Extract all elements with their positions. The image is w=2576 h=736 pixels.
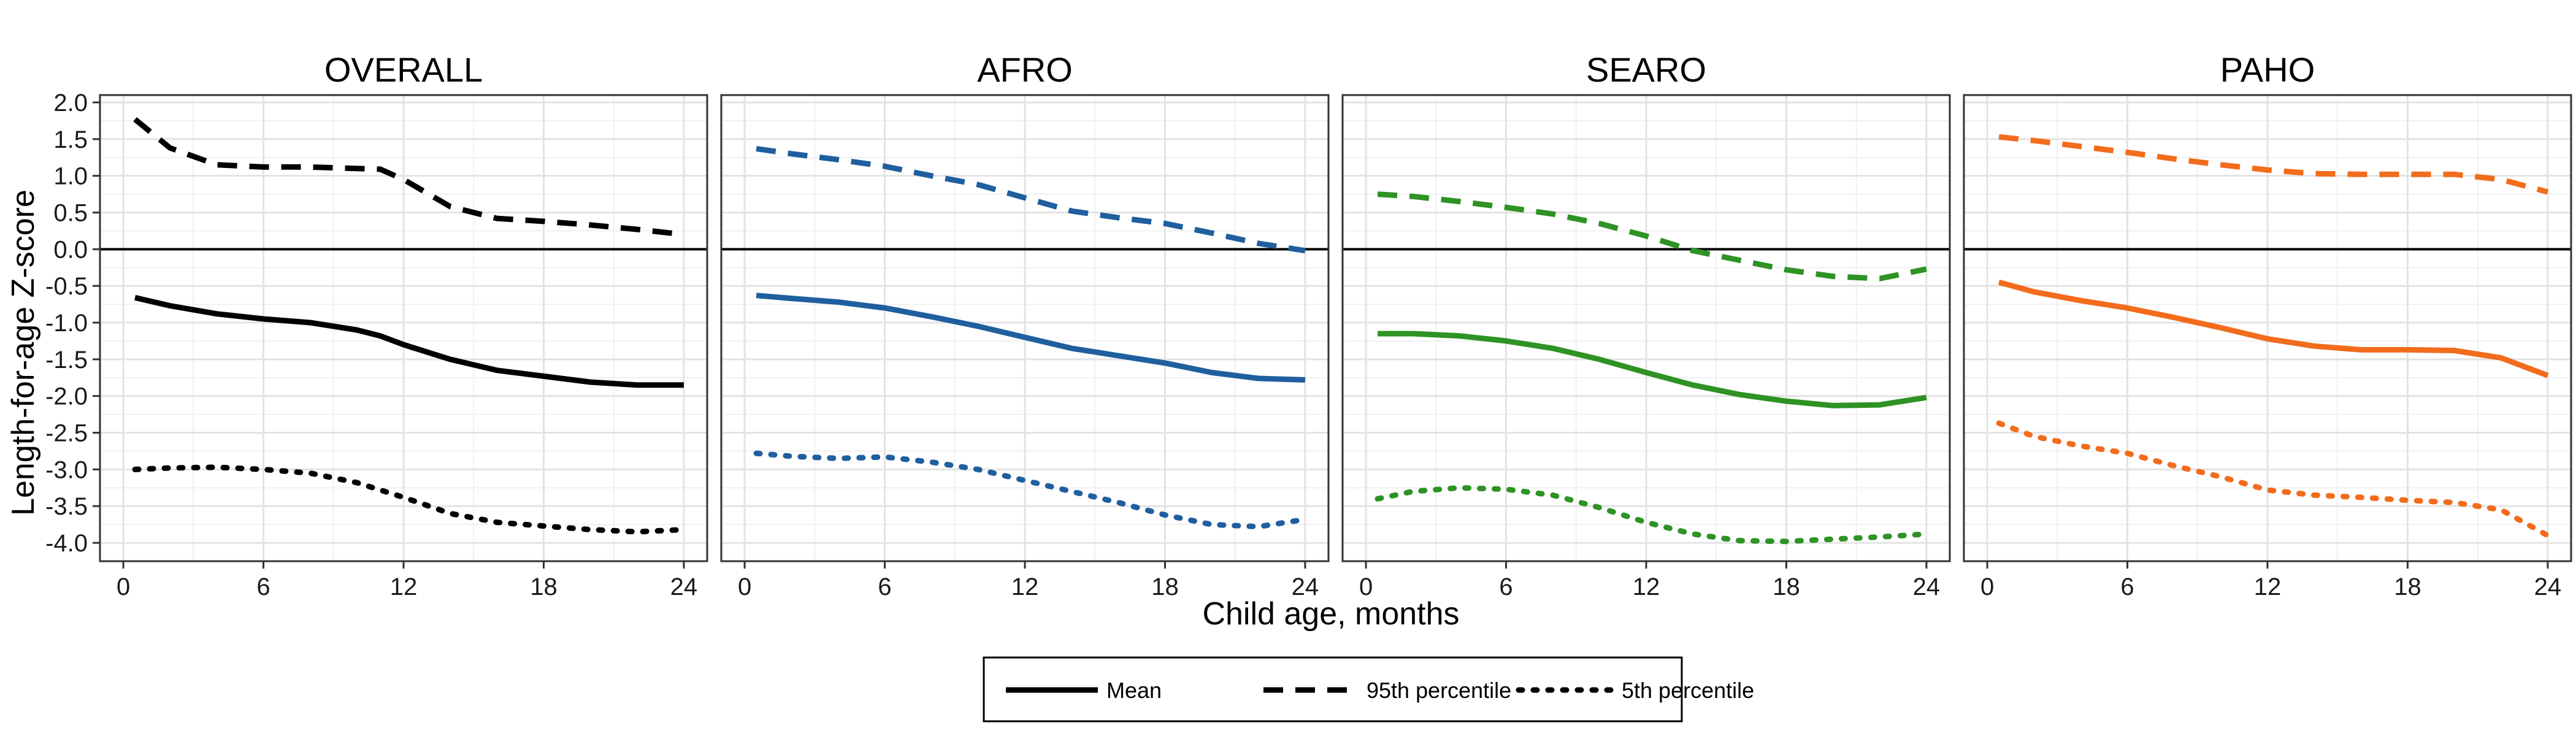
series-line-5th-percentile (1996, 420, 2551, 539)
x-tick-label: 0 (738, 573, 751, 600)
panel-title: PAHO (2220, 50, 2315, 89)
y-tick-label: -2.5 (45, 420, 88, 447)
legend-label: 95th percentile (1367, 678, 1511, 703)
series-line-95th-percentile (1998, 134, 2549, 195)
x-tick-label: 24 (1913, 573, 1941, 600)
series-line-mean (1998, 279, 2549, 378)
y-tick-label: -3.5 (45, 493, 88, 520)
panel-paho: PAHO (1963, 50, 2572, 562)
series-line-5th-percentile (753, 450, 1308, 530)
x-tick-label: 0 (1980, 573, 1994, 600)
y-tick-label: -4.0 (45, 530, 88, 557)
y-tick-label: 2.0 (53, 90, 88, 117)
x-tick-label: 0 (1359, 573, 1373, 600)
y-tick-label: 1.5 (53, 126, 88, 153)
series-line-95th-percentile (133, 117, 684, 237)
x-tick-label: 6 (1499, 573, 1512, 600)
y-tick-label: 1.0 (53, 163, 88, 190)
chart-panels: OVERALL AFRO SEARO PAHO (99, 50, 2572, 562)
y-axis-title: Length-for-age Z-score (6, 190, 41, 516)
panel-afro: AFRO (720, 50, 1330, 562)
y-tick-label: -3.0 (45, 456, 88, 483)
x-tick-label: 18 (2394, 573, 2421, 600)
x-tick-label: 18 (1773, 573, 1800, 600)
x-axes: 0 6 12 18 24 0 6 12 18 24 0 6 12 18 24 0 6 12 18 24 (117, 561, 2561, 600)
panel-title: SEARO (1586, 50, 1706, 89)
x-tick-label: 24 (670, 573, 698, 600)
x-tick-label: 0 (117, 573, 130, 600)
y-tick-label: 0.5 (53, 199, 88, 226)
series-line-5th-percentile (132, 464, 687, 535)
y-tick-label: -2.0 (45, 383, 88, 410)
y-axis: 2.0 1.5 1.0 0.5 0.0 -0.5 -1.0 -1.5 -2.0 -2.5 -3.0 -… (45, 90, 100, 557)
legend-label: Mean (1106, 678, 1162, 703)
panel-overall: OVERALL (99, 50, 708, 562)
y-tick-label: -1.0 (45, 310, 88, 337)
x-tick-label: 24 (1292, 573, 1319, 600)
series-line-mean (1378, 331, 1927, 408)
y-tick-label: 0.0 (53, 236, 88, 263)
series-line-mean (756, 293, 1306, 383)
panel-searo: SEARO (1341, 50, 1951, 562)
x-axis-title: Child age, months (1202, 596, 1459, 632)
x-tick-label: 18 (1151, 573, 1179, 600)
x-tick-label: 6 (256, 573, 270, 600)
x-tick-label: 12 (1633, 573, 1660, 600)
panel-title: OVERALL (324, 50, 483, 89)
legend: Mean 95th percentile 5th percentile (983, 656, 1754, 723)
y-tick-label: -1.5 (45, 347, 88, 374)
x-tick-label: 24 (2534, 573, 2562, 600)
x-tick-label: 18 (530, 573, 558, 600)
x-tick-label: 12 (1011, 573, 1039, 600)
x-tick-label: 6 (2120, 573, 2134, 600)
legend-label: 5th percentile (1622, 678, 1754, 703)
panel-title: AFRO (977, 50, 1073, 89)
series-line-5th-percentile (1374, 485, 1930, 545)
y-tick-label: -0.5 (45, 273, 88, 300)
x-tick-label: 12 (390, 573, 418, 600)
series-line-95th-percentile (756, 145, 1306, 254)
x-tick-label: 6 (878, 573, 891, 600)
series-line-95th-percentile (1377, 191, 1927, 282)
x-tick-label: 12 (2254, 573, 2282, 600)
series-line-mean (134, 294, 684, 388)
